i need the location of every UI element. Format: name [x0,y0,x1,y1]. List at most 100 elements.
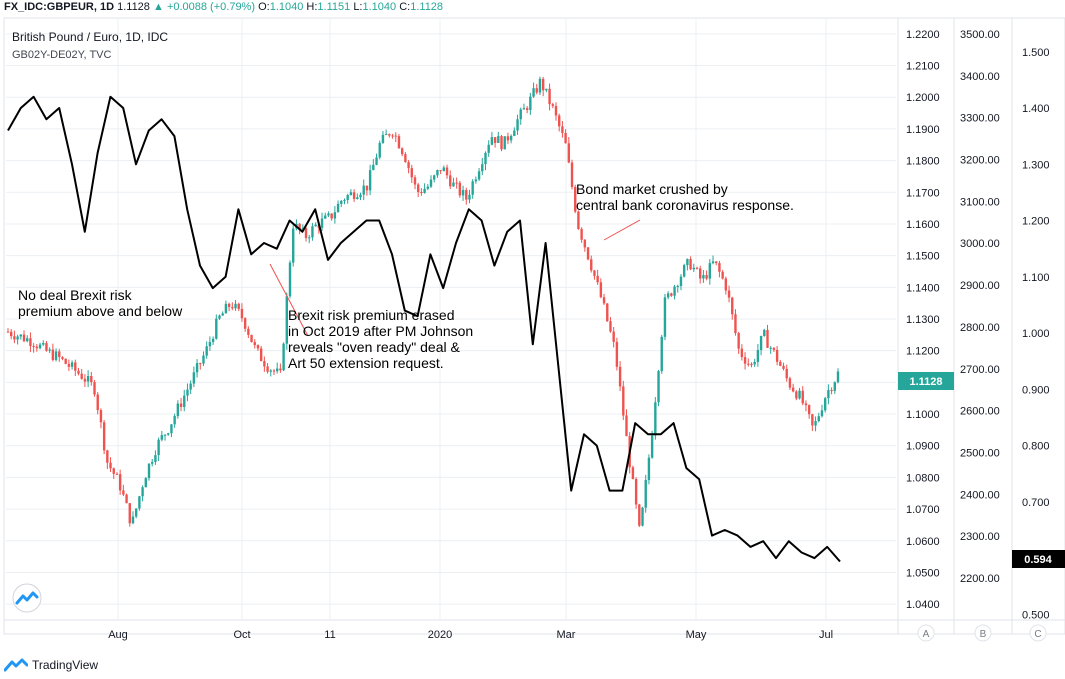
candle [352,189,356,202]
candle [205,341,208,359]
candle [32,343,35,353]
candle [753,358,756,368]
axis-a-tick: 1.1700 [906,187,940,199]
candle [13,330,16,344]
candle [381,131,385,144]
axis-b-tick: 2500.00 [960,447,1000,459]
candle [708,259,712,285]
candle [394,132,397,143]
axis-b-tick: 3300.00 [960,113,1000,125]
scale-button-a[interactable]: A [917,624,935,642]
candle [509,134,513,144]
grid [6,18,896,620]
x-tick: 11 [324,629,335,641]
high-label: H: [306,1,318,13]
close-label: C: [399,1,411,13]
candle [320,212,324,231]
candle [804,400,808,412]
candle [625,409,628,437]
scale-button-c[interactable]: C [1029,624,1047,642]
candle [138,495,141,511]
axis-c-pane[interactable] [1011,17,1065,635]
candle [823,396,827,413]
candle [192,366,196,388]
candle [340,199,343,207]
spread-last-tag-text: 0.594 [1024,554,1052,566]
candle [388,133,391,138]
axis-b-tick: 2300.00 [960,531,1000,543]
tradingview-logo-icon [4,658,28,672]
candle [811,413,814,432]
candle [493,137,497,148]
candle [279,363,282,373]
close-value: 1.1128 [410,1,444,13]
candle [96,392,99,415]
axis-a-pane[interactable] [897,17,955,635]
candles [6,76,840,528]
candle [19,334,23,340]
svg-text:C: C [1034,629,1041,640]
scale-button-b[interactable]: B [974,624,992,642]
annotation-arrow [603,219,641,241]
candle [606,303,609,322]
candle [106,449,109,470]
axis-b-tick: 3000.00 [960,238,1000,250]
last-price-tag: 1.1128 [898,372,954,390]
candle [743,352,747,370]
candle [64,358,67,365]
candle [227,302,231,312]
candle [90,371,93,386]
candle [311,222,314,241]
candle [410,164,413,183]
candle [798,387,801,400]
plot-area[interactable] [3,17,899,635]
tradingview-logo[interactable]: TradingView [4,655,98,675]
candle [788,376,792,390]
candle [324,212,327,220]
candle [670,292,673,297]
candle [336,200,340,213]
candle [686,258,689,271]
candle [151,459,154,467]
candle [525,106,529,114]
candle [80,369,83,380]
candle [256,344,260,351]
candle [692,263,695,273]
last-price-tag-text: 1.1128 [909,376,942,388]
candle [93,380,96,397]
candle [673,284,676,300]
candle [314,222,317,227]
candle [6,328,10,333]
candle [506,132,510,145]
candle [272,369,276,376]
axis-a-tick: 1.1900 [906,124,940,136]
candle [602,293,606,306]
candle [237,302,240,312]
candle [269,369,272,377]
candle [452,177,455,187]
candle [593,269,596,280]
candle [263,356,266,372]
axis-b-pane[interactable] [953,17,1013,635]
candle [679,274,683,291]
axis-b-ticks: 3500.00 3400.00 3300.00 3200.00 3100.00 3000.… [960,29,1000,585]
candle [416,182,420,197]
candle [211,336,215,345]
candle [564,129,567,144]
low-value: 1.1040 [362,1,397,13]
candle [535,83,538,95]
candle [830,387,833,395]
candle [167,432,170,436]
candle [759,335,763,356]
legend-overlay: GB02Y-DE02Y, TVC [12,49,112,61]
axis-b-tick: 3500.00 [960,29,1000,41]
candle [134,508,138,519]
candle [436,169,439,178]
candle [484,151,487,171]
tradingview-watermark-icon[interactable] [12,583,42,613]
price-chart[interactable]: 1.2200 1.2100 1.2000 1.1900 1.1800 1.1700 1.16… [0,14,1065,654]
high-value: 1.1151 [317,1,351,13]
candle [170,424,173,438]
candle [77,367,80,376]
candle [67,359,71,371]
